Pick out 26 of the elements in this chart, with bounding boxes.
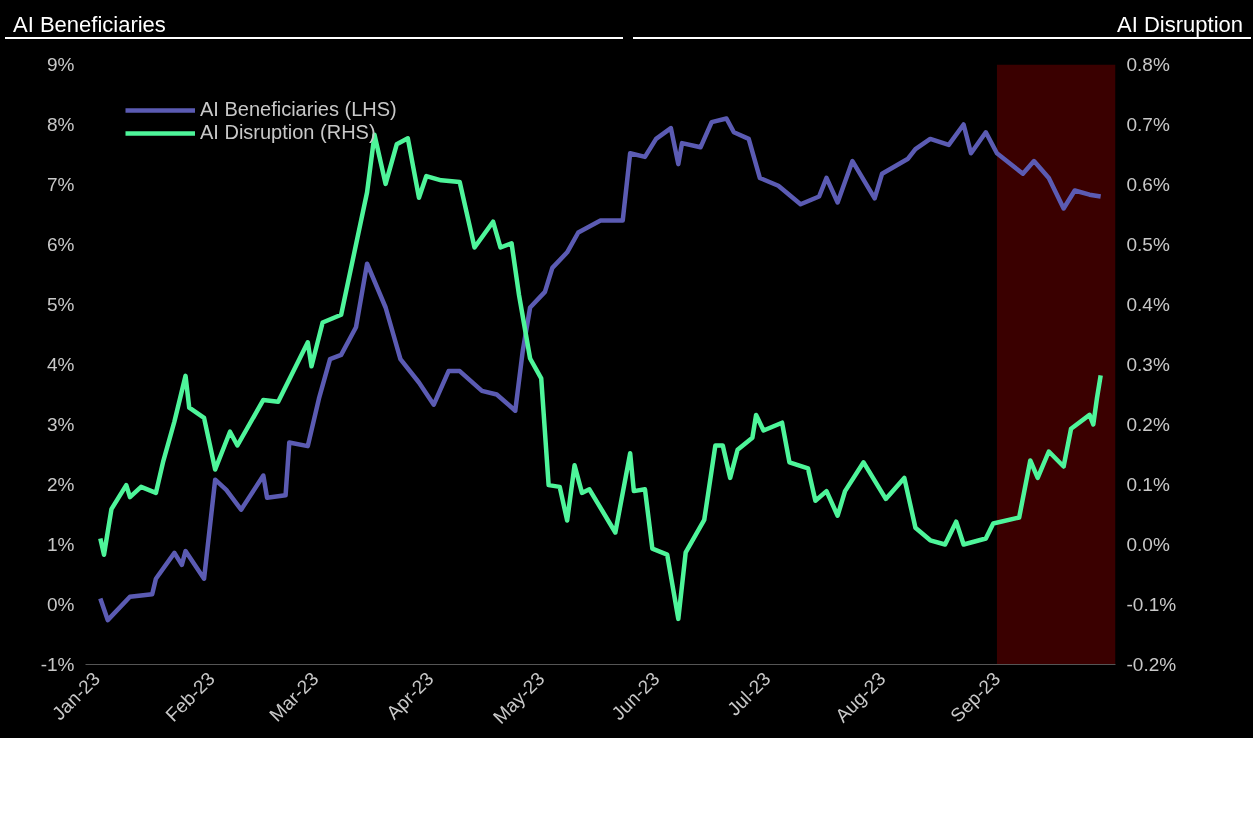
y2-tick-label: -0.1% (1126, 594, 1177, 615)
y-tick-label: 9% (47, 54, 75, 75)
y-tick-label: 6% (47, 234, 75, 255)
y2-tick-label: 0.4% (1126, 294, 1170, 315)
y2-tick-label: 0.0% (1126, 534, 1170, 555)
legend-label: AI Disruption (RHS) (200, 121, 376, 144)
y2-tick-label: 0.2% (1126, 414, 1170, 435)
y-tick-label: 5% (47, 294, 75, 315)
y-tick-label: 7% (47, 174, 75, 195)
y2-tick-label: 0.5% (1126, 234, 1170, 255)
legend-label: AI Beneficiaries (LHS) (200, 98, 397, 121)
y-axis-title: AI Beneficiaries (13, 11, 166, 39)
y2-tick-label: 0.7% (1126, 114, 1170, 135)
y-tick-label: 4% (47, 354, 75, 375)
y2-tick-label: 0.6% (1126, 174, 1170, 195)
y-tick-label: -1% (40, 654, 75, 675)
y2-axis-title: AI Disruption (1117, 11, 1243, 39)
y2-tick-label: 0.8% (1126, 54, 1170, 75)
y2-tick-label: 0.3% (1126, 354, 1170, 375)
y-tick-label: 0% (47, 594, 75, 615)
y-tick-label: 8% (47, 114, 75, 135)
y2-tick-label: 0.1% (1126, 474, 1170, 495)
y-tick-label: 3% (47, 414, 75, 435)
y2-tick-label: -0.2% (1126, 654, 1177, 675)
y-tick-label: 1% (47, 534, 75, 555)
y-tick-label: 2% (47, 474, 75, 495)
